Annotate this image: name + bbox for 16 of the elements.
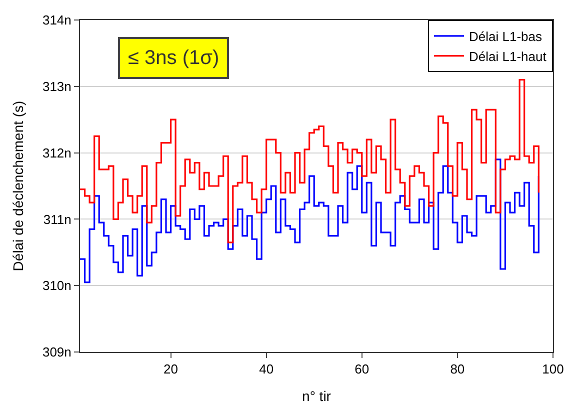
y-tick-label: 313n bbox=[42, 78, 72, 94]
x-tick-label: 20 bbox=[164, 362, 178, 377]
x-tick-label: 100 bbox=[542, 362, 564, 377]
legend-label: Délai L1-bas bbox=[469, 29, 542, 44]
y-axis-title: Délai de déclenchement (s) bbox=[10, 100, 26, 272]
legend-label: Délai L1-haut bbox=[469, 48, 547, 64]
x-tick-label: 80 bbox=[450, 362, 465, 377]
x-tick-label: 40 bbox=[259, 362, 274, 377]
y-tick-label: 314n bbox=[42, 12, 72, 28]
y-tick-label: 311n bbox=[43, 212, 72, 227]
x-axis-title: n° tir bbox=[302, 388, 332, 404]
x-tick-label: 60 bbox=[354, 362, 370, 377]
y-tick-label: 310n bbox=[42, 278, 72, 294]
y-tick-label: 309n bbox=[42, 344, 72, 360]
y-tick-label: 312n bbox=[42, 145, 72, 160]
annotation: ≤ 3ns (1σ) bbox=[128, 47, 220, 69]
